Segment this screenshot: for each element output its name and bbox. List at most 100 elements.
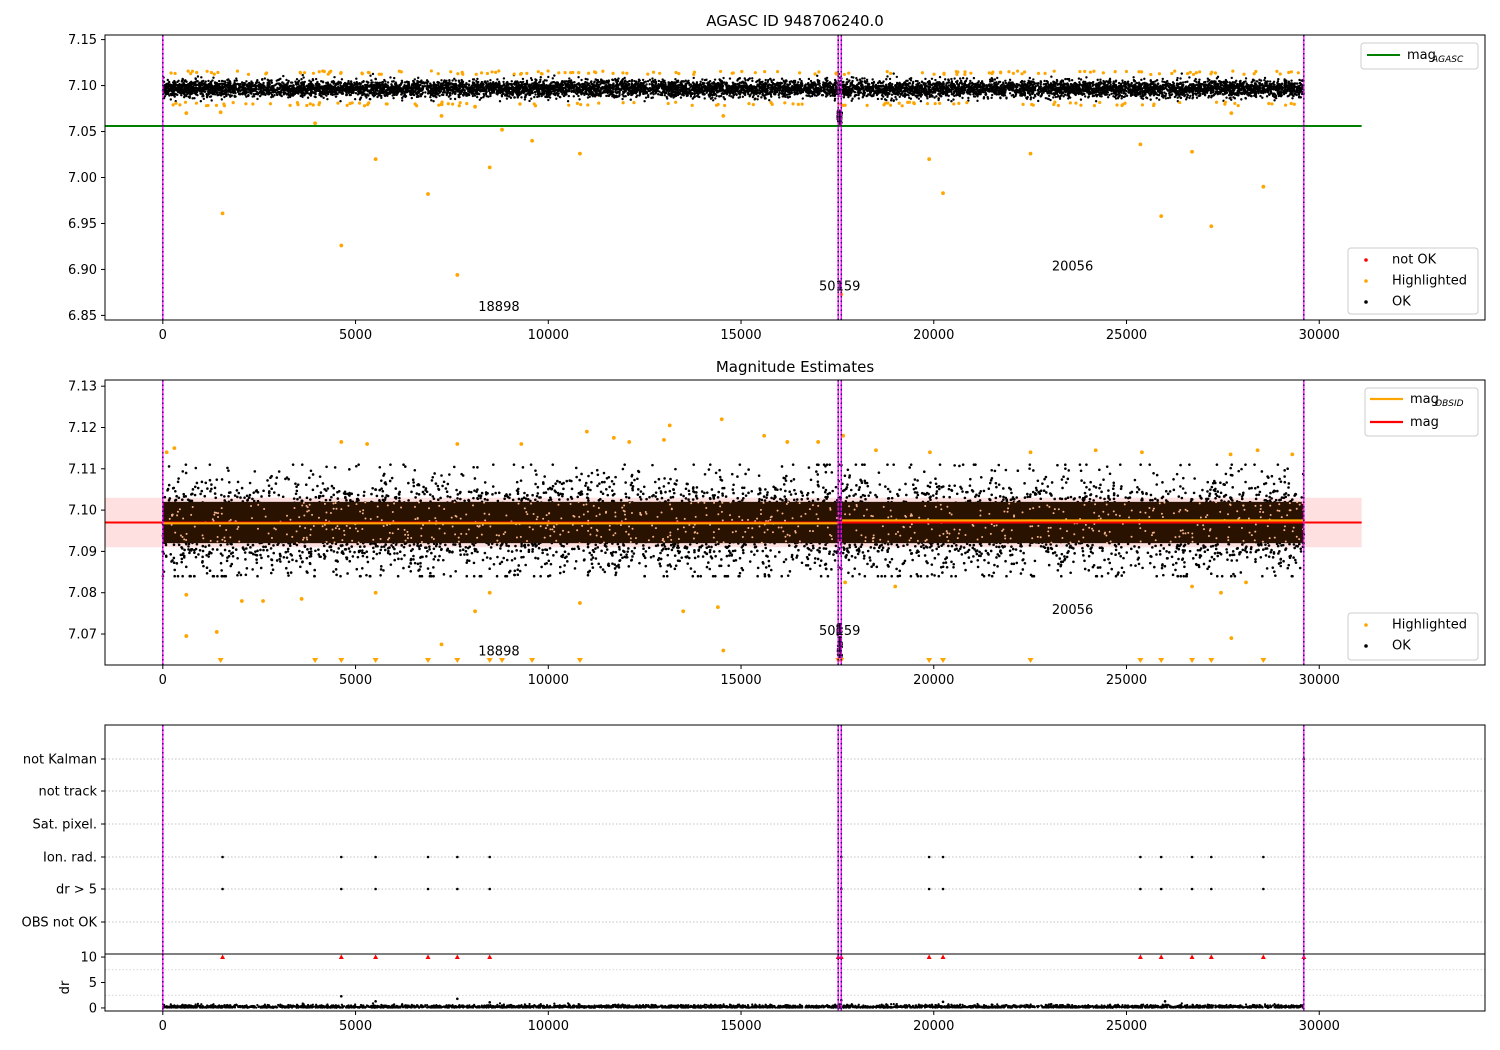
ok-point [731,96,735,99]
ok-point [1077,77,1081,80]
ok-point [517,81,520,84]
ok-point [429,95,432,99]
ok-point [1132,76,1135,79]
ok-point [928,82,931,86]
ok-point [355,80,358,84]
ok-point [1032,96,1035,100]
ok-point [313,95,316,98]
ok-point [851,97,854,100]
ok-point [961,76,965,80]
ok-point [986,95,989,99]
ok-point [384,80,387,83]
ok-point [869,93,872,97]
ok-point [475,95,479,99]
ok-point [413,78,416,81]
ok-point [476,77,479,81]
ok-point [1030,80,1034,83]
ok-point [300,78,303,81]
ok-point [1280,82,1284,86]
ok-point [711,99,715,102]
ok-point [275,93,279,97]
ok-point [646,87,650,91]
ok-point [1211,91,1215,94]
ok-point [943,78,947,81]
ok-point [590,80,593,83]
ok-point [1168,96,1172,99]
ok-point [1155,96,1158,100]
ok-point [1143,77,1146,81]
ok-point [701,78,704,81]
ok-point [847,95,850,99]
ok-point [652,93,655,96]
ok-point [692,76,695,80]
ok-point [453,97,457,101]
ok-point [1083,95,1087,98]
ok-point [163,95,167,98]
ok-point [442,93,445,97]
ok-point [989,80,992,83]
ok-point [510,80,513,83]
ok-point [548,96,552,99]
ok-point [333,75,336,79]
ok-point [1106,95,1110,99]
ok-point [1158,98,1161,101]
ok-point [1265,95,1269,98]
ok-point [1124,92,1127,95]
ok-point [586,78,589,81]
ok-point [1170,93,1174,96]
ok-point [648,78,652,81]
ok-point [1273,83,1276,87]
ok-point [1079,98,1083,101]
ok-point [369,74,372,77]
ok-point [226,83,229,87]
ok-point [1052,96,1055,99]
ok-point [856,78,859,82]
ok-point [166,78,169,82]
ok-point [1108,93,1111,97]
ok-point [829,94,832,98]
ok-point [1283,78,1286,81]
ok-point [287,79,290,83]
ok-point [1188,96,1191,100]
ok-point [1004,81,1008,85]
ok-point [861,77,864,80]
ok-point [256,97,259,101]
ok-point [737,96,740,99]
ok-point [424,81,428,84]
ok-point [389,76,392,79]
ok-point [417,76,420,80]
ok-point [285,78,288,82]
ok-point [850,99,853,102]
ok-point [183,93,186,96]
ok-point [223,80,227,83]
ok-point [1298,81,1302,85]
ok-point [876,97,880,101]
ok-point [643,99,646,103]
ok-point [213,82,217,85]
ok-point [1085,76,1088,79]
ok-point [368,97,372,101]
ok-point [855,77,858,80]
ok-point [386,81,390,84]
ok-point [714,97,717,100]
ok-point [630,80,633,83]
ok-point [245,95,248,98]
ok-point [1079,78,1083,81]
ok-point [1176,76,1179,80]
ok-point [513,96,516,99]
ok-point [168,94,171,97]
ok-point [530,78,534,82]
ok-point [199,99,203,103]
ok-point [919,99,923,103]
ok-point [412,80,415,84]
ok-point [859,91,863,94]
ok-point [1008,92,1012,95]
ok-point [1039,90,1042,93]
ok-point [262,81,265,85]
ok-point [533,90,537,94]
ok-point [210,99,213,102]
ok-point [952,98,955,101]
ok-point [723,98,727,101]
ok-point [453,77,456,81]
ok-point [247,93,250,97]
